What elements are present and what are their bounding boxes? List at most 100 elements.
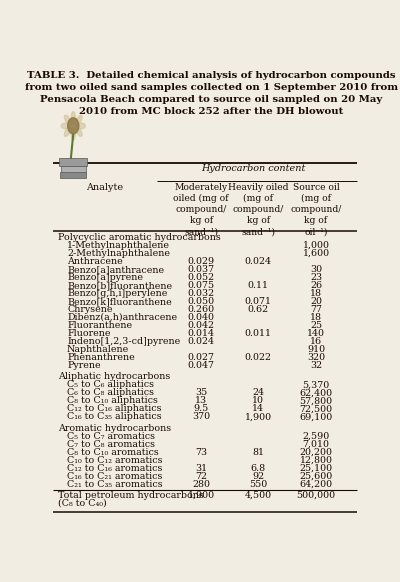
- Text: C₅ to C₇ aromatics: C₅ to C₇ aromatics: [67, 432, 155, 441]
- Text: Pyrene: Pyrene: [67, 361, 101, 370]
- Text: 0.040: 0.040: [188, 313, 215, 322]
- Text: 20: 20: [310, 297, 322, 306]
- Text: 0.024: 0.024: [188, 337, 215, 346]
- Text: 1,600: 1,600: [302, 249, 330, 258]
- FancyBboxPatch shape: [59, 158, 87, 166]
- Ellipse shape: [75, 115, 82, 125]
- Text: 62,400: 62,400: [300, 388, 332, 398]
- Text: 30: 30: [310, 265, 322, 274]
- Text: 0.075: 0.075: [188, 281, 215, 290]
- FancyBboxPatch shape: [61, 166, 86, 173]
- Text: 72: 72: [195, 471, 207, 481]
- Text: 18: 18: [310, 313, 322, 322]
- Text: Polycyclic aromatic hydrocarbons: Polycyclic aromatic hydrocarbons: [58, 233, 220, 242]
- Text: C₆ to C₈ aliphatics: C₆ to C₈ aliphatics: [67, 388, 154, 398]
- Text: 0.014: 0.014: [188, 329, 215, 338]
- Text: C₁₆ to C₂₁ aromatics: C₁₆ to C₂₁ aromatics: [67, 471, 162, 481]
- Text: 25: 25: [310, 321, 322, 330]
- Text: Moderately
oiled (mg of
compound/
kg of
sand⁻¹): Moderately oiled (mg of compound/ kg of …: [174, 183, 229, 236]
- Ellipse shape: [71, 127, 75, 140]
- Text: Fluorene: Fluorene: [67, 329, 110, 338]
- Text: 25,600: 25,600: [299, 471, 333, 481]
- Text: 10: 10: [252, 396, 264, 405]
- Text: Heavily oiled
(mg of
compound/
kg of
sand⁻¹): Heavily oiled (mg of compound/ kg of san…: [228, 183, 288, 236]
- Text: C₇ to C₈ aromatics: C₇ to C₈ aromatics: [67, 439, 155, 449]
- Text: Naphthalene: Naphthalene: [67, 345, 129, 354]
- Text: C₁₂ to C₁₆ aromatics: C₁₂ to C₁₆ aromatics: [67, 464, 162, 473]
- Ellipse shape: [64, 127, 71, 136]
- Text: Phenanthrene: Phenanthrene: [67, 353, 135, 362]
- Ellipse shape: [64, 115, 71, 125]
- Text: 550: 550: [249, 480, 268, 489]
- Text: 92: 92: [252, 471, 264, 481]
- Text: 18: 18: [310, 289, 322, 298]
- Text: Aliphatic hydrocarbons: Aliphatic hydrocarbons: [58, 372, 170, 381]
- Text: 73: 73: [195, 448, 207, 457]
- Text: 31: 31: [195, 464, 207, 473]
- Text: 0.050: 0.050: [188, 297, 215, 306]
- Text: 0.037: 0.037: [188, 265, 215, 274]
- Text: 2,590: 2,590: [302, 432, 330, 441]
- Text: 14: 14: [252, 404, 264, 413]
- Text: 20,200: 20,200: [300, 448, 332, 457]
- Text: 0.071: 0.071: [245, 297, 272, 306]
- Text: 1,900: 1,900: [245, 412, 272, 421]
- Text: C₁₀ to C₁₂ aromatics: C₁₀ to C₁₂ aromatics: [67, 456, 162, 464]
- Text: TABLE 3.  Detailed chemical analysis of hydrocarbon compounds
from two oiled san: TABLE 3. Detailed chemical analysis of h…: [25, 71, 398, 116]
- Text: C₁₂ to C₁₆ aliphatics: C₁₂ to C₁₆ aliphatics: [67, 404, 162, 413]
- Text: 26: 26: [310, 281, 322, 290]
- Text: 35: 35: [195, 388, 208, 398]
- Text: Source oil
(mg of
compound/
kg of
oil⁻¹): Source oil (mg of compound/ kg of oil⁻¹): [290, 183, 342, 236]
- Text: C₈ to C₁₀ aliphatics: C₈ to C₁₀ aliphatics: [67, 396, 158, 405]
- Text: 0.029: 0.029: [188, 257, 215, 266]
- Text: 4,500: 4,500: [245, 491, 272, 500]
- Text: Benzo[k]fluoranthene: Benzo[k]fluoranthene: [67, 297, 172, 306]
- Text: Anthracene: Anthracene: [67, 257, 123, 266]
- Text: 77: 77: [310, 305, 322, 314]
- Text: 2-Methylnaphthalene: 2-Methylnaphthalene: [67, 249, 170, 258]
- Text: 140: 140: [307, 329, 325, 338]
- Text: 0.62: 0.62: [248, 305, 269, 314]
- Text: 910: 910: [307, 345, 325, 354]
- Text: 0.032: 0.032: [188, 289, 215, 298]
- Text: 32: 32: [310, 361, 322, 370]
- Text: Benzo[a]anthracene: Benzo[a]anthracene: [67, 265, 164, 274]
- Text: 6.8: 6.8: [251, 464, 266, 473]
- Text: 0.047: 0.047: [188, 361, 215, 370]
- Text: Benzo[b]fluoranthene: Benzo[b]fluoranthene: [67, 281, 172, 290]
- Ellipse shape: [75, 127, 82, 136]
- Text: 12,800: 12,800: [300, 456, 332, 464]
- Text: 500,000: 500,000: [296, 491, 336, 500]
- Text: 280: 280: [192, 480, 210, 489]
- Text: (C₈ to C₄₀): (C₈ to C₄₀): [58, 499, 106, 508]
- Text: Total petroleum hydrocarbons: Total petroleum hydrocarbons: [58, 491, 204, 500]
- Text: 0.011: 0.011: [245, 329, 272, 338]
- Text: 81: 81: [252, 448, 264, 457]
- Text: 1,000: 1,000: [302, 241, 330, 250]
- Text: Chrysene: Chrysene: [67, 305, 112, 314]
- Text: 72,500: 72,500: [300, 404, 332, 413]
- Text: 320: 320: [307, 353, 325, 362]
- Text: C₈ to C₁₀ aromatics: C₈ to C₁₀ aromatics: [67, 448, 159, 457]
- Text: 0.11: 0.11: [248, 281, 269, 290]
- FancyBboxPatch shape: [60, 172, 86, 178]
- Text: C₁₆ to C₃₅ aliphatics: C₁₆ to C₃₅ aliphatics: [67, 412, 162, 421]
- Text: 9.5: 9.5: [194, 404, 209, 413]
- Text: 24: 24: [252, 388, 264, 398]
- Text: Benzo[g,h,i]perylene: Benzo[g,h,i]perylene: [67, 289, 168, 298]
- Text: Benzo[a]pyrene: Benzo[a]pyrene: [67, 273, 143, 282]
- Text: 69,100: 69,100: [299, 412, 333, 421]
- Text: 1-Methylnaphthalene: 1-Methylnaphthalene: [67, 241, 170, 250]
- Ellipse shape: [71, 112, 75, 124]
- Text: Fluoranthene: Fluoranthene: [67, 321, 132, 330]
- Text: Dibenz(a,h)anthracene: Dibenz(a,h)anthracene: [67, 313, 177, 322]
- Circle shape: [68, 118, 79, 134]
- Ellipse shape: [77, 123, 85, 129]
- Text: Aromatic hydrocarbons: Aromatic hydrocarbons: [58, 424, 171, 432]
- Text: 13: 13: [195, 396, 207, 405]
- Text: 7,010: 7,010: [302, 439, 330, 449]
- Text: 0.052: 0.052: [188, 273, 215, 282]
- Text: 23: 23: [310, 273, 322, 282]
- Text: 1,900: 1,900: [188, 491, 215, 500]
- Text: 57,800: 57,800: [300, 396, 332, 405]
